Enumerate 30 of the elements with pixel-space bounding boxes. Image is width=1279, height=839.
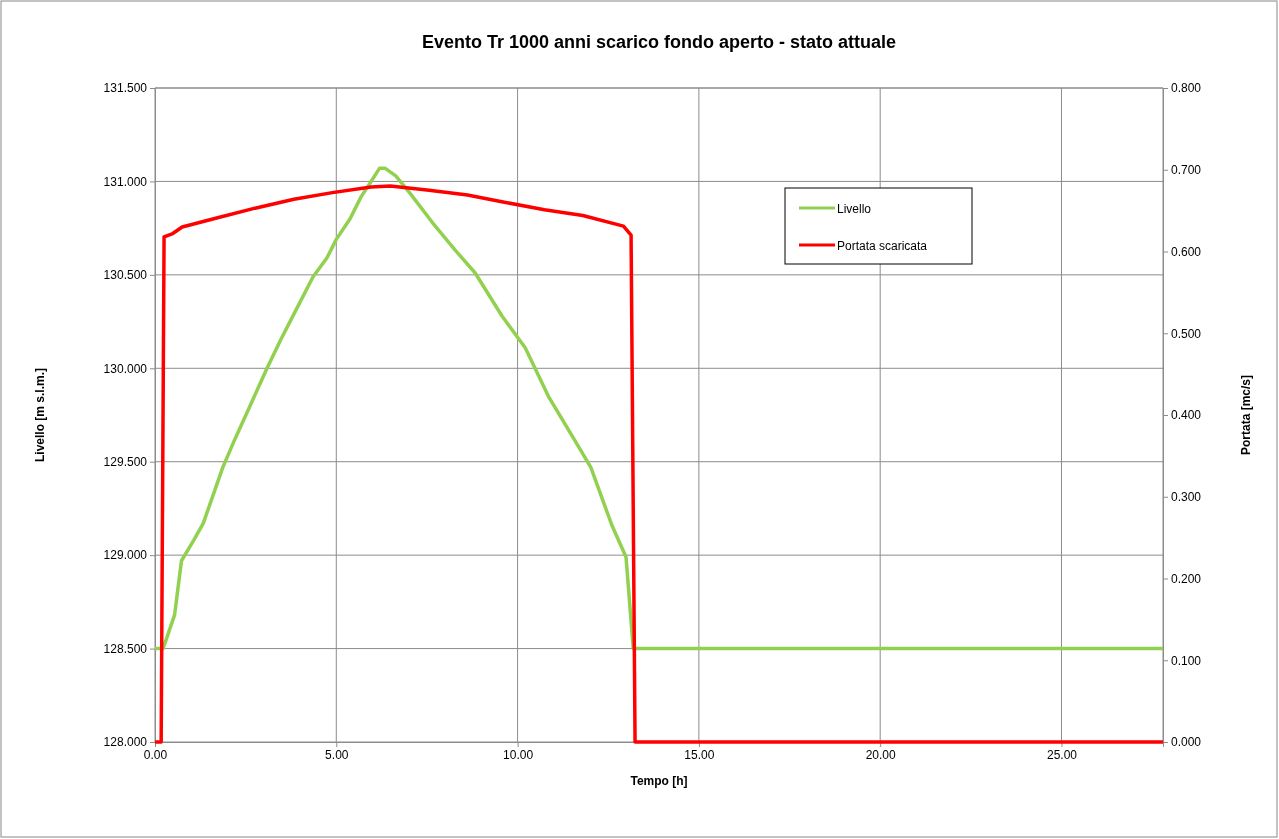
y2-tick-label: 0.600 — [1171, 244, 1202, 259]
x-tick-label: 0.00 — [143, 747, 168, 762]
y2-tick-label: 0.700 — [1171, 163, 1202, 178]
y-tick-label: 130.500 — [103, 268, 148, 283]
y2-tick-label: 0.400 — [1171, 408, 1202, 423]
x-tick-label: 25.00 — [1046, 747, 1078, 762]
y-tick-label: 128.000 — [103, 735, 148, 750]
y2-tick-label: 0.200 — [1171, 571, 1202, 586]
x-tick-label: 10.00 — [503, 747, 534, 762]
y-tick-label: 130.000 — [103, 361, 148, 376]
chart-title: Evento Tr 1000 anni scarico fondo aperto - stato attuale — [421, 32, 897, 52]
y-axis-title: Livello [m s.l.m.] — [33, 367, 47, 463]
x-tick-label: 15.00 — [684, 747, 715, 762]
x-tick-label: 20.00 — [865, 747, 897, 762]
y2-tick-label: 0.100 — [1171, 653, 1202, 668]
x-tick-label: 5.00 — [325, 747, 349, 762]
y-tick-label: 131.500 — [103, 81, 148, 96]
y-tick-label: 129.500 — [103, 455, 148, 470]
y2-tick-label: 0.300 — [1171, 490, 1202, 505]
y2-tick-label: 0.000 — [1171, 735, 1202, 750]
y2-axis-title: Portata [mc/s] — [1239, 374, 1253, 456]
y2-tick-label: 0.500 — [1171, 326, 1202, 341]
y-tick-label: 129.000 — [103, 548, 148, 563]
y2-tick-label: 0.800 — [1171, 81, 1202, 96]
x-axis-title: Tempo [h] — [630, 774, 688, 788]
y-tick-label: 131.000 — [103, 174, 148, 189]
legend-label: Portata scaricata — [837, 239, 928, 253]
line-series — [153, 166, 1165, 651]
y-tick-label: 128.500 — [103, 641, 148, 656]
legend-label: Livello — [837, 202, 872, 216]
